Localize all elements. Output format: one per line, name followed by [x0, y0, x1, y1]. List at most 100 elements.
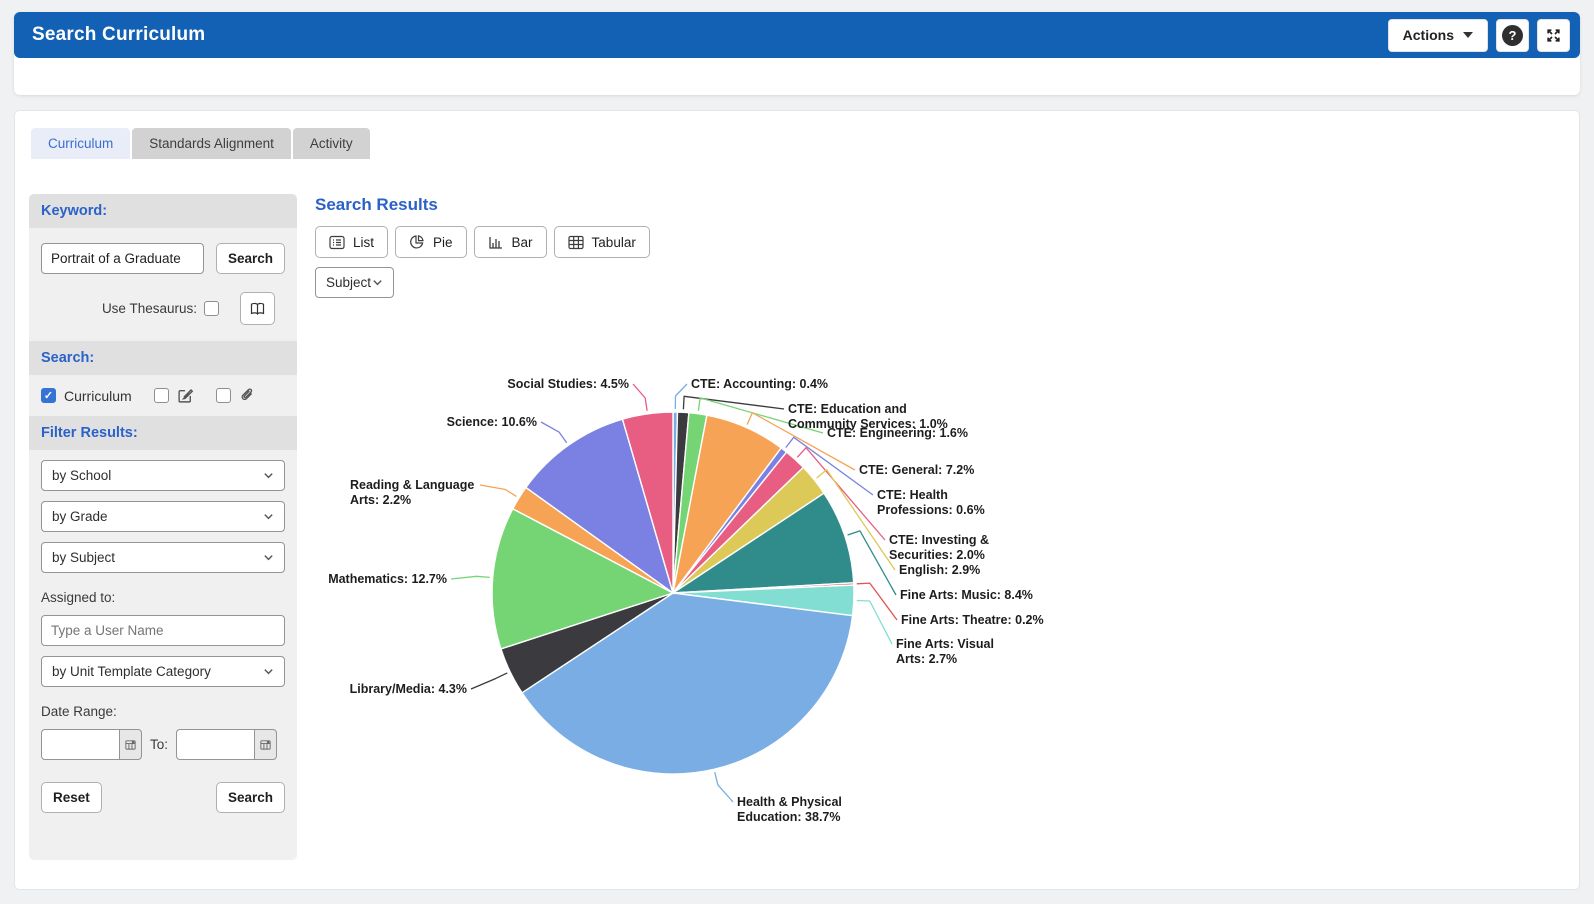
date-from-input[interactable] — [41, 729, 119, 760]
keyword-input[interactable] — [41, 243, 204, 274]
pie-slice-label: Science: 10.6% — [446, 415, 537, 429]
unit-template-category-select[interactable]: by Unit Template Category — [41, 656, 285, 687]
pie-leader-line — [479, 484, 517, 497]
search-checkboxes-row: ✓ Curriculum — [29, 375, 297, 416]
curriculum-checkbox-label: Curriculum — [64, 387, 132, 404]
edit-icon — [177, 387, 194, 404]
grade-select-value: by Grade — [52, 509, 108, 524]
table-grid-icon — [567, 235, 584, 250]
tab-activity[interactable]: Activity — [292, 128, 370, 159]
list-icon — [329, 235, 345, 250]
tab-activity-label: Activity — [309, 136, 353, 151]
expand-arrows-icon — [1545, 27, 1562, 44]
pie-slice-label: CTE: Investing & Securities: 2.0% — [889, 533, 990, 562]
chevron-down-icon — [1463, 32, 1473, 38]
pie-slice-label: Mathematics: 12.7% — [328, 572, 447, 586]
grade-select[interactable]: by Grade — [41, 501, 285, 532]
pie-slice-label: CTE: General: 7.2% — [859, 463, 975, 477]
bar-chart-icon — [488, 235, 504, 250]
filter-panel: Keyword: Search Use Thesaurus: Search: ✓… — [29, 194, 297, 860]
search-section-header: Search: — [29, 341, 297, 375]
date-from-calendar-button[interactable] — [119, 729, 142, 760]
calendar-icon — [260, 740, 271, 750]
tab-curriculum[interactable]: Curriculum — [31, 128, 131, 159]
tab-bar: Curriculum Standards Alignment Activity — [31, 128, 370, 159]
keyword-search-button[interactable]: Search — [215, 243, 285, 274]
panel-buttons-row: Reset Search — [41, 782, 285, 813]
chevron-down-icon — [264, 555, 273, 561]
pie-slice-label: English: 2.9% — [899, 563, 981, 577]
tab-standards-alignment-label: Standards Alignment — [149, 136, 274, 151]
chevron-down-icon — [264, 669, 273, 675]
filter-results-section-header: Filter Results: — [29, 416, 297, 450]
help-button[interactable]: ? — [1496, 18, 1529, 52]
view-list-button[interactable]: List — [315, 226, 389, 258]
pie-leader-line — [674, 383, 688, 410]
attachment-checkbox[interactable] — [215, 388, 231, 403]
pie-slice-label: Reading & Language Arts: 2.2% — [350, 478, 475, 507]
actions-button[interactable]: Actions — [1387, 18, 1488, 52]
pie-slice[interactable] — [670, 492, 855, 594]
pie-leader-line — [632, 383, 648, 411]
reset-button[interactable]: Reset — [41, 782, 102, 813]
main-card: Curriculum Standards Alignment Activity … — [14, 110, 1580, 890]
view-tabular-label: Tabular — [591, 234, 636, 250]
view-bar-label: Bar — [511, 234, 533, 250]
title-bar: Search Curriculum Actions ? — [14, 12, 1580, 58]
header-card: Search Curriculum Actions ? — [14, 12, 1580, 95]
pie-slice-label: Library/Media: 4.3% — [349, 682, 467, 696]
pie-leader-line — [470, 672, 508, 690]
curriculum-checkbox[interactable]: ✓ — [41, 388, 56, 403]
tab-standards-alignment[interactable]: Standards Alignment — [132, 128, 291, 159]
pie-slice-label: Fine Arts: Music: 8.4% — [900, 588, 1033, 602]
pie-chart-svg[interactable] — [311, 331, 1091, 847]
help-icon: ? — [1502, 24, 1523, 46]
keyword-row: Search — [29, 228, 297, 274]
date-to-field — [176, 729, 278, 760]
filter-search-button[interactable]: Search — [215, 782, 285, 813]
paperclip-icon — [239, 387, 256, 404]
date-from-field — [41, 729, 142, 760]
keyword-section-header: Keyword: — [29, 194, 297, 228]
subject-select[interactable]: by Subject — [41, 542, 285, 573]
pie-leader-line — [540, 421, 568, 444]
thesaurus-button[interactable] — [240, 292, 275, 325]
page-title: Search Curriculum — [32, 24, 206, 45]
use-thesaurus-label: Use Thesaurus: — [101, 301, 197, 316]
chevron-down-icon — [373, 280, 382, 286]
view-toggle-group: List Pie Bar — [315, 226, 650, 258]
view-pie-label: Pie — [433, 234, 453, 250]
use-thesaurus-checkbox[interactable] — [204, 301, 219, 316]
assigned-user-input[interactable] — [41, 615, 285, 646]
pie-slice-label: CTE: Engineering: 1.6% — [827, 426, 968, 440]
school-select[interactable]: by School — [41, 460, 285, 491]
pie-slice-label: Fine Arts: Theatre: 0.2% — [901, 613, 1044, 627]
assessment-checkbox[interactable] — [153, 388, 169, 403]
pie-slice[interactable] — [524, 418, 675, 595]
pie-slice-label: CTE: Health Professions: 0.6% — [877, 488, 985, 517]
pie-chart: CTE: Accounting: 0.4% CTE: Education and … — [311, 331, 1091, 847]
pie-slice-label: Social Studies: 4.5% — [507, 377, 629, 391]
pie-slice[interactable] — [491, 507, 675, 650]
pie-slice[interactable] — [621, 411, 674, 594]
unit-template-category-value: by Unit Template Category — [52, 664, 211, 679]
chevron-down-icon — [264, 514, 273, 520]
pie-slice-label: Health & Physical Education: 38.7% — [737, 795, 842, 824]
book-icon — [249, 301, 266, 317]
pie-leader-line — [746, 412, 856, 471]
date-to-input[interactable] — [176, 729, 255, 760]
view-bar-button[interactable]: Bar — [473, 226, 547, 258]
date-to-calendar-button[interactable] — [254, 729, 278, 760]
view-pie-button[interactable]: Pie — [395, 226, 467, 258]
pie-slice-label: CTE: Accounting: 0.4% — [691, 377, 829, 391]
pie-leader-line — [847, 530, 897, 596]
group-by-select[interactable]: Subject — [315, 267, 394, 298]
pie-leader-line — [785, 436, 874, 496]
pie-slice-label: CTE: Education and Community Services: 1… — [788, 402, 948, 431]
date-to-label: To: — [150, 737, 169, 752]
expand-button[interactable] — [1537, 18, 1570, 52]
date-range-row: To: — [41, 729, 285, 760]
assigned-to-label: Assigned to: — [41, 590, 116, 605]
view-tabular-button[interactable]: Tabular — [553, 226, 650, 258]
pie-leader-line — [697, 397, 824, 434]
